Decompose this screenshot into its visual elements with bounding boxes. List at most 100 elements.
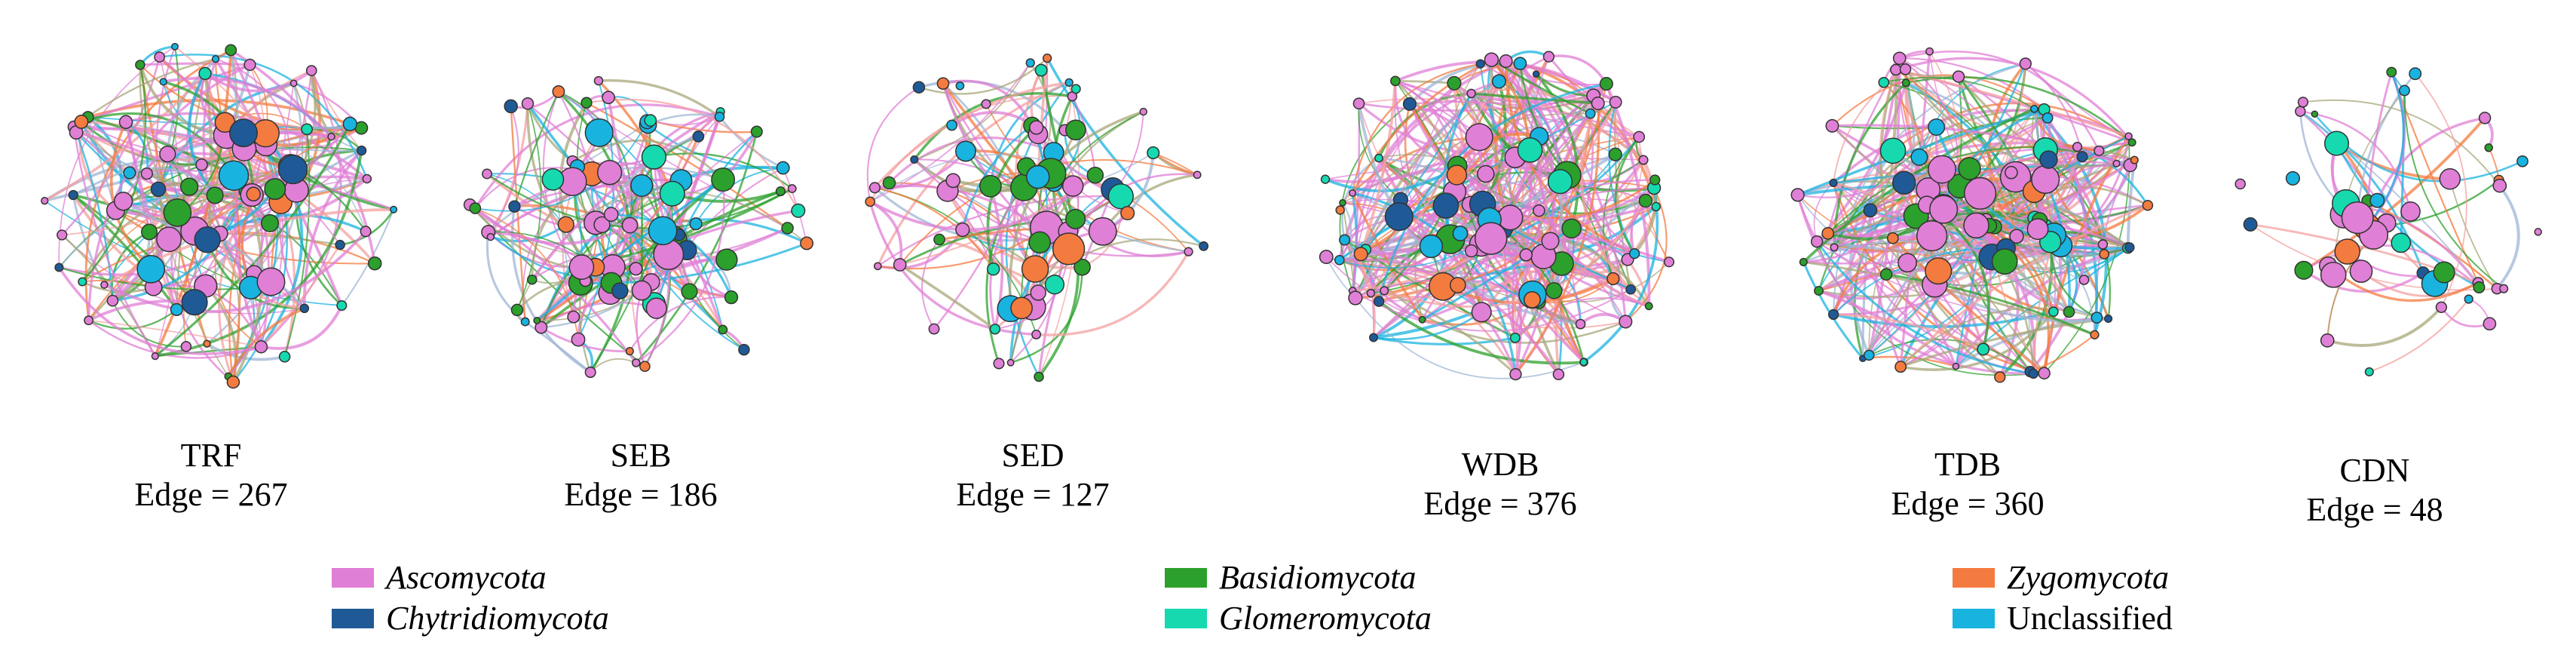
network-node — [140, 167, 153, 180]
network-edge — [261, 305, 344, 350]
network-node — [301, 123, 313, 136]
network-node — [521, 97, 534, 110]
network-node — [1910, 148, 1928, 166]
network-edge — [612, 266, 724, 330]
network-node — [1829, 178, 1838, 187]
network-node — [1814, 286, 1824, 296]
network-node — [603, 207, 619, 223]
panel-name: WDB — [1461, 446, 1539, 483]
network-nodes — [2234, 66, 2542, 376]
network-edge — [1867, 216, 2035, 356]
network-node — [2323, 130, 2350, 156]
network-edge — [1900, 311, 2055, 371]
network-node — [2028, 368, 2039, 379]
network-node — [1339, 234, 1351, 246]
network-node — [557, 216, 574, 233]
network-node — [1030, 284, 1046, 301]
network-edge — [283, 129, 311, 358]
network-node — [198, 66, 212, 81]
network-nodes — [463, 75, 814, 379]
network-node — [2009, 229, 2024, 244]
network-node — [2112, 159, 2121, 167]
network-node — [1509, 332, 1521, 343]
network-node — [2364, 367, 2374, 376]
network-node — [800, 236, 814, 250]
network-node — [989, 324, 1001, 335]
network-edge — [647, 124, 783, 170]
network-node — [2091, 312, 2103, 324]
network-node — [163, 198, 192, 227]
network-node — [689, 217, 703, 231]
network-edge — [1832, 109, 2130, 184]
network-edge — [1359, 81, 1397, 255]
network-node — [2400, 201, 2421, 222]
network-node — [1879, 268, 1893, 281]
network-node — [1547, 169, 1573, 195]
network-node — [1086, 166, 1104, 184]
network-node — [336, 299, 348, 312]
network-node — [1107, 183, 1134, 210]
network-node — [1402, 97, 1417, 111]
network-edge — [154, 123, 351, 358]
network-edge — [1515, 103, 1600, 376]
network-node — [1484, 52, 1499, 67]
network-node — [277, 154, 308, 185]
legend-item-unclassified: Unclassified — [1953, 599, 2173, 637]
panel-label-seb: SEB Edge = 186 — [490, 436, 792, 514]
network-node — [1878, 76, 1890, 88]
network-edge — [866, 86, 920, 202]
network-edge — [1515, 157, 1649, 307]
network-edge — [1849, 149, 1894, 356]
network-node — [74, 115, 89, 129]
network-node — [724, 290, 739, 305]
network-node — [2484, 143, 2493, 152]
network-node — [1901, 78, 1910, 88]
network-node — [1320, 174, 1331, 184]
network-edge — [1373, 311, 1482, 341]
network-edge — [1815, 241, 2034, 375]
network-node — [1892, 51, 1907, 66]
network-node — [1929, 195, 1959, 224]
network-edge — [1360, 253, 1581, 325]
network-node — [1886, 232, 1899, 244]
panel-label-sed: SED Edge = 127 — [882, 436, 1184, 514]
network-node — [2341, 201, 2374, 235]
network-edge — [598, 79, 721, 118]
network-edge — [985, 103, 1189, 253]
network-edge — [1075, 218, 1189, 253]
network-edge — [1813, 182, 1834, 242]
network-node — [1830, 243, 1839, 252]
legend-item-chytridiomycota: Chytridiomycota — [332, 599, 609, 637]
network-node — [873, 262, 882, 271]
network-edge — [1862, 339, 2031, 373]
network-node — [629, 262, 643, 276]
network-node — [571, 332, 586, 347]
legend-label: Zygomycota — [2007, 559, 2170, 596]
network-node — [1088, 216, 1117, 246]
network-edge — [874, 186, 994, 270]
panel-edge-count: Edge = 48 — [2306, 491, 2443, 528]
network-edge — [1360, 82, 1455, 255]
network-edge — [914, 62, 1031, 161]
network-edge — [1153, 152, 1198, 176]
network-node — [714, 111, 725, 122]
network-node — [118, 115, 133, 130]
network-node — [1065, 208, 1086, 229]
network-node — [1029, 120, 1044, 135]
network-node — [1447, 75, 1462, 91]
network-node — [1335, 205, 1345, 215]
network-node — [181, 289, 208, 316]
legend-item-zygomycota: Zygomycota — [1953, 558, 2169, 597]
network-node — [1519, 248, 1533, 262]
network-node — [360, 226, 372, 238]
network-node — [1349, 189, 1356, 197]
network-node — [1052, 232, 1086, 266]
network-node — [2492, 178, 2507, 193]
network-node — [541, 168, 565, 191]
network-edge — [565, 191, 807, 244]
network-node — [692, 130, 705, 143]
network-node — [1821, 227, 1835, 240]
network-node — [1193, 170, 1202, 180]
network-trf — [41, 42, 398, 389]
network-node — [2320, 261, 2347, 288]
